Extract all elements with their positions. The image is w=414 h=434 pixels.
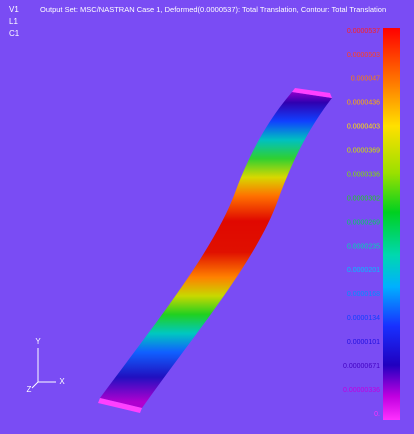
legend-label: 0.00000671	[343, 363, 380, 370]
legend-label: 0.	[374, 411, 380, 418]
legend-label: 0.00000336	[343, 387, 380, 394]
axis-label: Z	[27, 385, 32, 394]
header-title: Output Set: MSC/NASTRAN Case 1, Deformed…	[40, 5, 386, 14]
legend-label: 0.0000336	[347, 171, 380, 178]
legend-label: 0.0000235	[347, 243, 380, 250]
axis-label: X	[59, 377, 65, 386]
legend-label: 0.0000369	[347, 148, 380, 155]
view-label: C1	[9, 29, 20, 38]
legend-label: 0.000047	[351, 76, 380, 83]
legend-label: 0.0000302	[347, 195, 380, 202]
legend-label: 0.0000503	[347, 52, 380, 59]
legend-label: 0.0000101	[347, 339, 380, 346]
legend-label: 0.0000436	[347, 100, 380, 107]
legend-label: 0.0000201	[347, 267, 380, 274]
legend-label: 0.0000168	[347, 291, 380, 298]
view-label: L1	[9, 17, 18, 26]
legend-label: 0.0000134	[347, 315, 380, 322]
legend-bar	[383, 28, 400, 420]
legend-label: 0.0000403	[347, 124, 380, 131]
axis-label: Y	[35, 337, 41, 346]
legend-label: 0.0000537	[347, 28, 380, 35]
fea-view: Output Set: MSC/NASTRAN Case 1, Deformed…	[0, 0, 414, 434]
legend-label: 0.0000269	[347, 219, 380, 226]
view-label: V1	[9, 5, 19, 14]
